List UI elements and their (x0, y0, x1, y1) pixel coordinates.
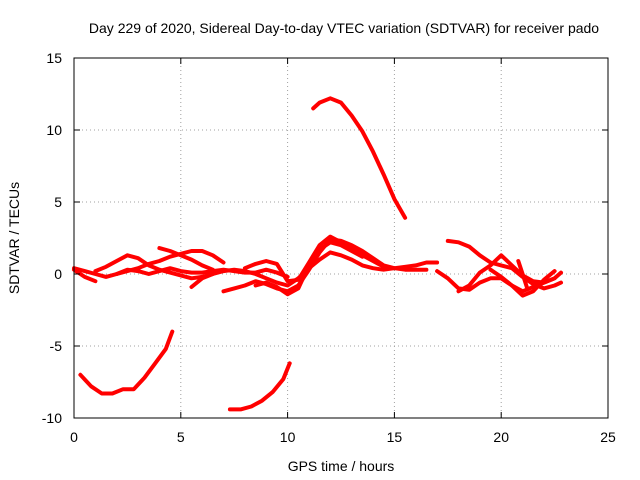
x-tick-label: 15 (387, 429, 403, 445)
y-tick-label: 10 (46, 122, 62, 138)
series-line-track-4 (114, 249, 226, 276)
series-line-track-11 (78, 329, 175, 396)
x-tick-label: 5 (177, 429, 185, 445)
y-axis-label: SDTVAR / TECUs (6, 182, 22, 294)
x-tick-label: 25 (600, 429, 616, 445)
y-tick-label: 0 (54, 266, 62, 282)
series-line-track-3 (93, 253, 215, 281)
series-line-track-14 (445, 238, 563, 291)
x-tick-labels: 0 5 10 15 20 25 (70, 429, 616, 445)
y-tick-labels: -10 -5 0 5 10 15 (42, 50, 62, 426)
series-line-track-2 (72, 267, 98, 284)
series-line-track-5 (157, 246, 215, 272)
x-axis-label: GPS time / hours (288, 458, 395, 474)
x-tick-label: 10 (280, 429, 296, 445)
series-line-track-16 (488, 267, 557, 298)
data-series (72, 96, 563, 412)
plot-frame (73, 57, 609, 419)
x-tick-label: 0 (70, 429, 78, 445)
y-tick-label: 15 (46, 50, 62, 66)
series-line-track-12 (227, 361, 292, 412)
chart-title: Day 229 of 2020, Sidereal Day-to-day VTE… (89, 20, 599, 36)
series-line-track-17 (516, 259, 529, 289)
series-line-track-10 (311, 96, 408, 220)
axis-ticks (73, 57, 609, 419)
y-tick-label: 5 (54, 194, 62, 210)
series-line-track-9 (253, 240, 365, 297)
series-line-track-15 (456, 253, 557, 294)
x-tick-label: 20 (493, 429, 509, 445)
y-tick-label: -5 (50, 338, 63, 354)
y-tick-label: -10 (42, 410, 62, 426)
